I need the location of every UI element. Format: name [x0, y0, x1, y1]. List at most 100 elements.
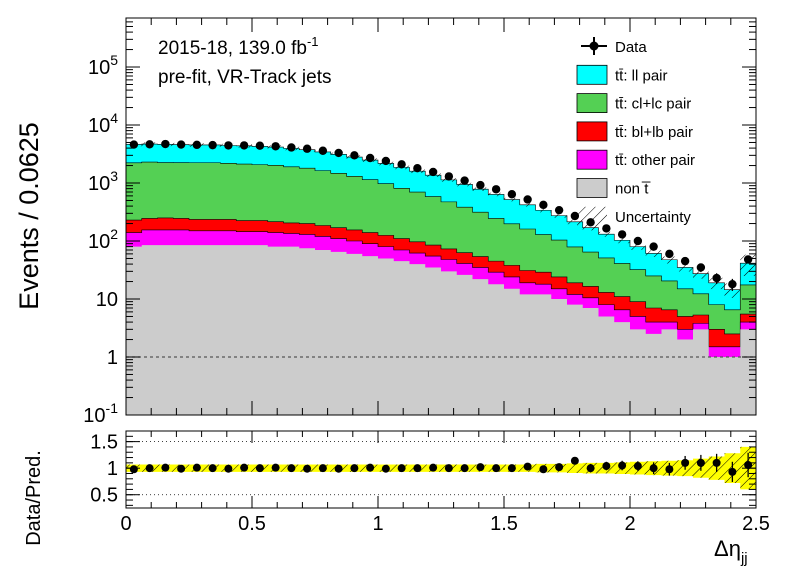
legend-swatch — [576, 149, 608, 170]
y-tick-mantissa: 10 — [88, 173, 110, 195]
data-point — [287, 143, 296, 152]
data-point — [491, 185, 501, 194]
unc-bin — [614, 237, 630, 244]
ratio-point — [129, 465, 138, 474]
unc-bin — [582, 225, 599, 231]
data-point — [239, 141, 249, 150]
data-point — [570, 211, 580, 221]
y-tick-label: 103 — [88, 168, 118, 195]
data-point — [665, 249, 674, 259]
y-tick-mantissa: 10 — [83, 405, 105, 427]
ratio-point — [665, 465, 674, 474]
legend-label-text: tt̄: bl+lb pair — [615, 124, 693, 141]
ratio-point — [303, 464, 312, 473]
x-axis-label-main: Δη — [714, 536, 741, 561]
legend-label-text: non t — [615, 181, 651, 198]
ratio-point — [271, 463, 280, 472]
y-tick-label: 10 — [96, 289, 118, 311]
ratio-point — [413, 464, 422, 473]
data-points — [129, 139, 753, 291]
data-point — [649, 242, 658, 251]
ratio-point — [350, 464, 359, 473]
ratio-point — [712, 458, 721, 467]
ratio-point — [633, 462, 642, 471]
y-tick-mantissa: 10 — [96, 289, 118, 311]
ratio-point — [208, 464, 217, 473]
data-point — [397, 160, 406, 169]
legend-swatch — [576, 121, 608, 142]
unc-bin — [519, 203, 536, 207]
ratio-point — [476, 463, 485, 472]
data-point — [602, 224, 611, 233]
ratio-point — [586, 464, 595, 473]
unc-bin — [661, 256, 678, 264]
ratio-band-hatch — [126, 446, 756, 490]
ratio-point — [523, 462, 532, 471]
y-tick-mantissa: 10 — [88, 231, 110, 253]
stacked-histogram — [126, 143, 756, 415]
x-axis-label: Δηjj — [714, 536, 748, 567]
unc-bin — [598, 231, 615, 237]
data-point — [365, 153, 375, 163]
ratio-x-axis: 0 0.5 1 1.5 2 2.5 — [120, 431, 770, 535]
y-tick-label: 105 — [88, 52, 118, 79]
data-point — [617, 230, 627, 239]
x-tick-label: 0.5 — [238, 513, 266, 535]
lumi-annotation: 2015-18, 139.0 fb-1 — [158, 34, 319, 59]
y-tick-exponent: -1 — [106, 400, 119, 416]
unc-bin — [693, 269, 709, 279]
data-point — [413, 164, 422, 173]
x-axis-label-sub: jj — [740, 550, 748, 567]
data-point — [208, 140, 217, 150]
x-tick-label: 1.5 — [490, 513, 518, 535]
ratio-point — [366, 463, 375, 472]
data-point — [192, 140, 202, 150]
data-point — [428, 167, 438, 177]
ratio-point — [145, 464, 154, 473]
data-point — [334, 148, 343, 158]
ratio-point — [728, 467, 737, 476]
data-point — [728, 279, 737, 289]
x-tick-label: 1 — [372, 513, 383, 535]
data-point — [554, 205, 564, 215]
unc-bin — [630, 243, 646, 250]
y-tick-label: 104 — [88, 110, 118, 137]
ratio-points — [129, 452, 753, 482]
ratio-point — [397, 464, 406, 473]
ratio-panel: 0.511.5 0 0.5 1 1.5 2 2.5 Data/Pred. Δηjj — [23, 430, 770, 567]
data-point — [460, 176, 469, 185]
legend-swatch-hatch — [577, 206, 607, 226]
y-tick-mantissa: 1 — [107, 347, 118, 369]
ratio-point — [224, 464, 233, 473]
lumi-annotation-main: 2015-18, 139.0 fb — [158, 38, 307, 59]
data-point — [680, 256, 690, 266]
ratio-point — [255, 464, 264, 473]
unc-bin — [551, 213, 567, 218]
legend-label: non t̅ — [615, 181, 651, 198]
legend-label: tt̄: other pair — [615, 152, 695, 169]
ratio-point — [429, 463, 438, 472]
ratio-y-axis: 0.5 1 1.5 — [90, 432, 756, 507]
lumi-annotation-sup: -1 — [307, 34, 319, 49]
ratio-point — [555, 463, 564, 472]
ratio-point — [444, 464, 453, 473]
y-tick-exponent: 3 — [110, 168, 118, 184]
data-point — [523, 195, 532, 204]
legend-label-text: tt̄: ll pair — [615, 67, 668, 84]
x-tick-label: 0 — [120, 513, 131, 535]
data-point — [176, 140, 186, 149]
stack-nontt — [126, 245, 756, 415]
legend: Data tt̄: ll pair tt̄: cl+lc pair tt̄: bl+l… — [576, 37, 695, 226]
y-tick-label: 102 — [88, 226, 118, 253]
data-point — [224, 141, 233, 150]
ratio-y-tick-label: 0.5 — [90, 485, 118, 507]
data-point — [255, 141, 265, 150]
legend-data-marker — [589, 41, 599, 51]
legend-label: tt̄: bl+lb pair — [615, 124, 693, 141]
main-y-axis-label: Events / 0.0625 — [14, 122, 44, 310]
data-point — [350, 151, 359, 160]
unc-bin — [504, 197, 520, 202]
